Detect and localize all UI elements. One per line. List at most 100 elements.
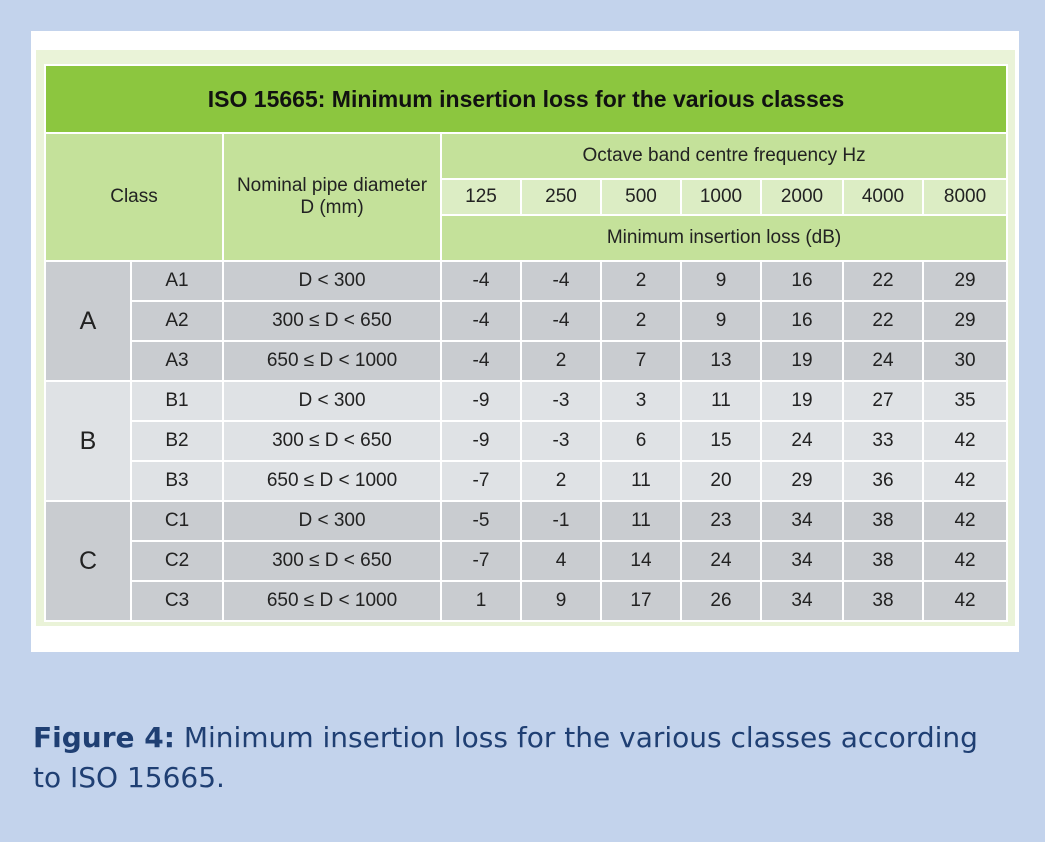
loss-value-cell: -9 xyxy=(440,420,522,462)
loss-value-cell: 38 xyxy=(842,540,924,582)
subclass-cell: A3 xyxy=(130,340,224,382)
loss-value-cell: -7 xyxy=(440,460,522,502)
loss-value-cell: 23 xyxy=(680,500,762,542)
subclass-cell: C2 xyxy=(130,540,224,582)
diameter-cell: 300 ≤ D < 650 xyxy=(222,540,442,582)
loss-value-cell: 2 xyxy=(520,460,602,502)
loss-value-cell: 3 xyxy=(600,380,682,422)
loss-value-cell: -1 xyxy=(520,500,602,542)
loss-value-cell: 20 xyxy=(680,460,762,502)
loss-value-cell: 34 xyxy=(760,580,844,622)
table-row: B2 300 ≤ D < 650 -9 -3 6 15 24 33 42 xyxy=(45,420,1009,462)
loss-value-cell: 16 xyxy=(760,300,844,342)
frequency-cell: 4000 xyxy=(842,178,924,216)
diameter-header-line2: D (mm) xyxy=(300,197,364,218)
figure-caption: Figure 4: Minimum insertion loss for the… xyxy=(33,718,1013,798)
loss-value-cell: 11 xyxy=(600,500,682,542)
table-row: A2 300 ≤ D < 650 -4 -4 2 9 16 22 29 xyxy=(45,300,1009,342)
subclass-cell: C3 xyxy=(130,580,224,622)
loss-value-cell: 42 xyxy=(921,420,1009,462)
loss-value-cell: 36 xyxy=(842,460,924,502)
loss-value-cell: -4 xyxy=(440,260,522,302)
loss-value-cell: -3 xyxy=(520,420,602,462)
diameter-cell: 300 ≤ D < 650 xyxy=(222,420,442,462)
loss-value-cell: 24 xyxy=(842,340,924,382)
loss-value-cell: 11 xyxy=(600,460,682,502)
loss-header: Minimum insertion loss (dB) xyxy=(439,214,1009,262)
table-row: B3 650 ≤ D < 1000 -7 2 11 20 29 36 42 xyxy=(45,460,1009,502)
table-row: C2 300 ≤ D < 650 -7 4 14 24 34 38 42 xyxy=(45,540,1009,582)
loss-value-cell: 17 xyxy=(600,580,682,622)
loss-value-cell: 42 xyxy=(921,460,1009,502)
loss-value-cell: -4 xyxy=(440,300,522,342)
loss-value-cell: 42 xyxy=(921,500,1009,542)
loss-value-cell: 29 xyxy=(921,300,1009,342)
loss-value-cell: 1 xyxy=(440,580,522,622)
diameter-cell: 650 ≤ D < 1000 xyxy=(222,580,442,622)
loss-value-cell: 35 xyxy=(921,380,1009,422)
frequency-header: Octave band centre frequency Hz xyxy=(439,132,1009,180)
loss-value-cell: 2 xyxy=(600,260,682,302)
frequency-cell: 250 xyxy=(520,178,602,216)
table-body: A A1 D < 300 -4 -4 2 9 16 22 29 A2 300 ≤ D < 650 -4-… xyxy=(44,260,1009,622)
loss-value-cell: 24 xyxy=(680,540,762,582)
table-row: C C1 D < 300 -5 -1 11 23 34 38 42 xyxy=(44,500,1009,622)
loss-value-cell: 22 xyxy=(842,300,924,342)
table-title: ISO 15665: Minimum insertion loss for th… xyxy=(43,64,1009,134)
frequency-cell: 2000 xyxy=(760,178,844,216)
loss-value-cell: 29 xyxy=(921,260,1009,302)
loss-value-cell: 38 xyxy=(842,500,924,542)
loss-value-cell: 33 xyxy=(842,420,924,462)
subclass-cell: B3 xyxy=(130,460,224,502)
loss-value-cell: -5 xyxy=(440,500,522,542)
subclass-cell: C1 xyxy=(130,500,224,542)
loss-value-cell: 19 xyxy=(760,340,844,382)
loss-value-cell: 42 xyxy=(921,580,1009,622)
diameter-cell: 300 ≤ D < 650 xyxy=(222,300,442,342)
loss-value-cell: 38 xyxy=(842,580,924,622)
loss-value-cell: 26 xyxy=(680,580,762,622)
table-row: A A1 D < 300 -4 -4 2 9 16 22 29 xyxy=(44,260,1009,382)
diameter-cell: D < 300 xyxy=(222,260,442,302)
frequency-cell: 1000 xyxy=(680,178,762,216)
loss-value-cell: 19 xyxy=(760,380,844,422)
loss-value-cell: 2 xyxy=(520,340,602,382)
loss-value-cell: 4 xyxy=(520,540,602,582)
loss-value-cell: 34 xyxy=(760,540,844,582)
table-row: C3 650 ≤ D < 1000 1 9 17 26 34 38 42 xyxy=(45,580,1009,622)
table-row: A3 650 ≤ D < 1000 -4 2 7 13 19 24 30 xyxy=(45,340,1009,382)
insertion-loss-table: ISO 15665: Minimum insertion loss for th… xyxy=(43,64,1009,622)
subclass-cell: A1 xyxy=(130,260,224,302)
diameter-cell: D < 300 xyxy=(222,500,442,542)
subclass-cell: A2 xyxy=(130,300,224,342)
subclass-cell: B1 xyxy=(130,380,224,422)
loss-value-cell: 22 xyxy=(842,260,924,302)
loss-value-cell: -9 xyxy=(440,380,522,422)
subclass-cell: B2 xyxy=(130,420,224,462)
loss-value-cell: 11 xyxy=(680,380,762,422)
loss-value-cell: 16 xyxy=(760,260,844,302)
loss-value-cell: 34 xyxy=(760,500,844,542)
loss-value-cell: 2 xyxy=(600,300,682,342)
loss-value-cell: 6 xyxy=(600,420,682,462)
class-header: Class xyxy=(44,132,224,262)
diameter-header-line1: Nominal pipe diameter xyxy=(236,175,428,196)
diameter-header: Nominal pipe diameter D (mm) xyxy=(222,132,442,262)
caption-label: Figure 4: xyxy=(33,721,175,754)
loss-value-cell: 30 xyxy=(921,340,1009,382)
loss-value-cell: 9 xyxy=(680,300,762,342)
class-cell: B xyxy=(44,380,132,502)
frequency-cell: 125 xyxy=(440,178,522,216)
loss-value-cell: 24 xyxy=(760,420,844,462)
class-cell: C xyxy=(44,500,132,622)
loss-value-cell: -4 xyxy=(440,340,522,382)
loss-value-cell: 27 xyxy=(842,380,924,422)
loss-value-cell: 29 xyxy=(760,460,844,502)
frequency-cell: 8000 xyxy=(921,178,1009,216)
diameter-cell: D < 300 xyxy=(222,380,442,422)
table-row: B B1 D < 300 -9 -3 3 11 19 27 35 xyxy=(44,380,1009,502)
loss-value-cell: 7 xyxy=(600,340,682,382)
diameter-cell: 650 ≤ D < 1000 xyxy=(222,340,442,382)
loss-value-cell: -4 xyxy=(520,300,602,342)
loss-value-cell: -7 xyxy=(440,540,522,582)
